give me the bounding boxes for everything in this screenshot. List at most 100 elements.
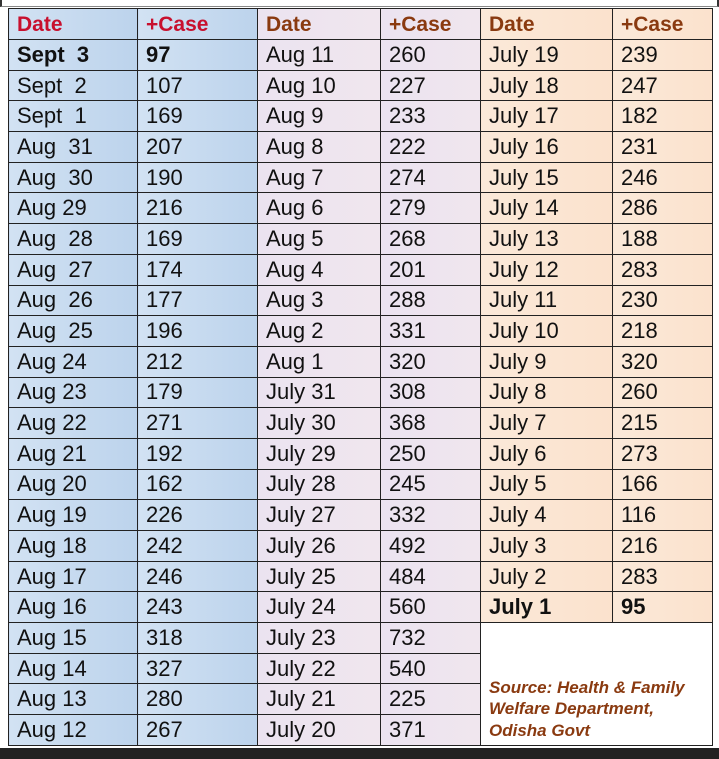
case-cell: 231 xyxy=(612,131,713,163)
date-cell: July 4 xyxy=(480,499,613,531)
date-cell: July 9 xyxy=(480,345,613,378)
case-cell: 560 xyxy=(380,591,481,624)
case-cell: 286 xyxy=(612,192,713,225)
table-row: Aug 19 226 July 27 332 July 4 116 xyxy=(8,499,713,531)
case-cell: 225 xyxy=(380,683,481,716)
case-cell: 97 xyxy=(137,39,258,71)
case-cell: 288 xyxy=(380,284,481,317)
case-cell: 260 xyxy=(612,376,713,409)
date-cell: Aug 23 xyxy=(8,376,138,409)
case-cell: 116 xyxy=(612,499,713,531)
case-cell: 492 xyxy=(380,530,481,562)
table-row: Aug 18 242 July 26 492 July 3 216 xyxy=(8,530,713,562)
date-cell: Aug 9 xyxy=(257,100,381,133)
table-row: Aug 16 243 July 24 560 July 1 95 xyxy=(8,591,713,624)
date-cell: Aug 5 xyxy=(257,223,381,255)
case-cell: 246 xyxy=(612,161,713,194)
table-row: Aug 15 318 July 23 732 Source: Health & Fami… xyxy=(8,622,713,746)
date-cell: Aug 29 xyxy=(8,192,138,225)
case-cell: 233 xyxy=(380,100,481,133)
case-cell: 192 xyxy=(137,437,258,470)
date-cell: July 14 xyxy=(480,192,613,225)
date-cell: Aug 6 xyxy=(257,192,381,225)
date-cell: Aug 18 xyxy=(8,530,138,562)
header-date-1: Date xyxy=(8,8,138,40)
date-cell: July 21 xyxy=(257,683,381,716)
case-cell: 331 xyxy=(380,315,481,347)
date-cell: July 28 xyxy=(257,468,381,501)
date-cell: July 3 xyxy=(480,530,613,562)
case-cell: 166 xyxy=(612,468,713,501)
date-cell: July 11 xyxy=(480,284,613,317)
header-case-3: +Case xyxy=(612,8,713,40)
case-cell: 368 xyxy=(380,407,481,439)
case-cell: 267 xyxy=(137,714,258,746)
bottom-border xyxy=(0,748,719,759)
case-cell: 95 xyxy=(612,591,713,624)
case-cell: 182 xyxy=(612,100,713,133)
case-cell: 218 xyxy=(612,315,713,347)
date-cell: Aug 11 xyxy=(257,39,381,71)
case-cell: 230 xyxy=(612,284,713,317)
date-cell: Aug 8 xyxy=(257,131,381,163)
header-row: Date +Case Date +Case Date +Case xyxy=(8,8,713,40)
date-cell: July 22 xyxy=(257,652,381,685)
table-row: Aug 25 196 Aug 2 331 July 10 218 xyxy=(8,315,713,347)
date-cell: Aug 10 xyxy=(257,69,381,102)
date-cell: Aug 20 xyxy=(8,468,138,501)
case-cell: 540 xyxy=(380,652,481,685)
source-note: Source: Health & Family Welfare Departme… xyxy=(480,622,713,746)
case-cell: 216 xyxy=(612,530,713,562)
date-cell: July 8 xyxy=(480,376,613,409)
table-row: Aug 14 327 July 22 540 xyxy=(8,652,713,685)
date-cell: July 23 xyxy=(257,622,381,654)
case-cell: 107 xyxy=(137,69,258,102)
case-cell: 732 xyxy=(380,622,481,654)
case-cell: 169 xyxy=(137,100,258,133)
case-cell: 196 xyxy=(137,315,258,347)
table-row: Sept 1 169 Aug 9 233 July 17 182 xyxy=(8,100,713,133)
header-case-1: +Case xyxy=(137,8,258,40)
date-cell: Aug 14 xyxy=(8,652,138,685)
date-cell: Sept 2 xyxy=(8,69,138,102)
table-row: Aug 12 267 July 20 371 xyxy=(8,714,713,746)
case-cell: 283 xyxy=(612,560,713,593)
case-cell: 190 xyxy=(137,161,258,194)
date-cell: Aug 24 xyxy=(8,345,138,378)
case-cell: 246 xyxy=(137,560,258,593)
case-cell: 227 xyxy=(380,69,481,102)
case-cell: 371 xyxy=(380,714,481,746)
date-cell: Aug 4 xyxy=(257,253,381,286)
table-row: Aug 13 280 July 21 225 xyxy=(8,683,713,716)
case-cell: 247 xyxy=(612,69,713,102)
header-date-3: Date xyxy=(480,8,613,40)
table-row: Sept 2 107 Aug 10 227 July 18 247 xyxy=(8,69,713,102)
table-row: Aug 26 177 Aug 3 288 July 11 230 xyxy=(8,284,713,317)
table-row: Aug 30 190 Aug 7 274 July 15 246 xyxy=(8,161,713,194)
date-cell: July 25 xyxy=(257,560,381,593)
case-cell: 207 xyxy=(137,131,258,163)
date-cell: Aug 27 xyxy=(8,253,138,286)
case-cell: 245 xyxy=(380,468,481,501)
case-cell: 239 xyxy=(612,39,713,71)
date-cell: Aug 26 xyxy=(8,284,138,317)
case-cell: 283 xyxy=(612,253,713,286)
date-cell: Aug 13 xyxy=(8,683,138,716)
date-cell: July 7 xyxy=(480,407,613,439)
date-cell: July 16 xyxy=(480,131,613,163)
date-cell: July 5 xyxy=(480,468,613,501)
case-cell: 188 xyxy=(612,223,713,255)
date-cell: July 20 xyxy=(257,714,381,746)
case-cell: 243 xyxy=(137,591,258,624)
date-cell: Sept 3 xyxy=(8,39,138,71)
case-cell: 216 xyxy=(137,192,258,225)
case-cell: 212 xyxy=(137,345,258,378)
table-row: Aug 27 174 Aug 4 201 July 12 283 xyxy=(8,253,713,286)
table-row: Aug 22 271 July 30 368 July 7 215 xyxy=(8,407,713,439)
table-row: Sept 3 97 Aug 11 260 July 19 239 xyxy=(8,39,713,71)
case-cell: 179 xyxy=(137,376,258,409)
date-cell: July 30 xyxy=(257,407,381,439)
date-cell: Aug 25 xyxy=(8,315,138,347)
case-cell: 242 xyxy=(137,530,258,562)
